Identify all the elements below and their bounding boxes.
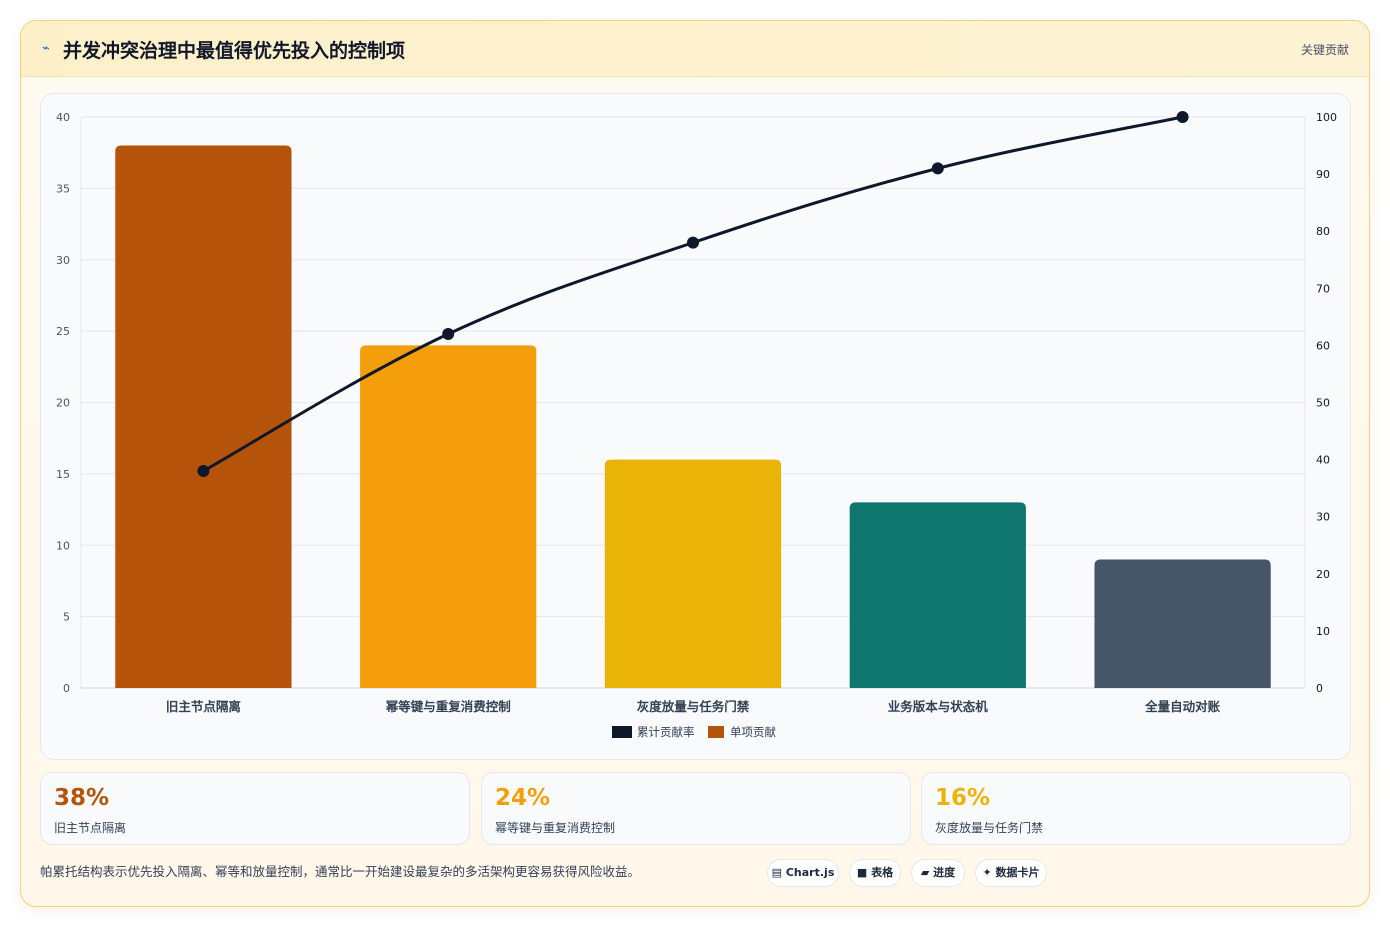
table-icon: ■ (856, 866, 868, 879)
stat-value: 38% (54, 785, 110, 811)
y-left-tick-label: 25 (56, 325, 70, 338)
y-left-tick-label: 30 (56, 254, 70, 267)
chip-data-card[interactable]: ✦ 数据卡片 (975, 859, 1047, 887)
y-right-tick-label: 20 (1316, 568, 1330, 581)
x-tick-label: 全量自动对账 (1144, 699, 1221, 714)
stat-value: 16% (935, 785, 991, 811)
legend-label: 累计贡献率 (637, 725, 695, 739)
chart-card: ⌁ 并发冲突治理中最值得优先投入的控制项 关键贡献 0 5 10 15 20 25 30 35… (20, 20, 1370, 907)
y-right-tick-label: 80 (1316, 225, 1330, 238)
bar (604, 459, 782, 688)
y-right-tick-label: 50 (1316, 397, 1330, 410)
bar (849, 502, 1026, 688)
y-left-tick-label: 15 (56, 468, 70, 481)
progress-icon: ▰ (920, 866, 930, 879)
x-tick-label: 灰度放量与任务门禁 (637, 699, 750, 714)
cumulative-point (1176, 111, 1189, 123)
pareto-chart: 0 5 10 15 20 25 30 35 40 0 10 20 30 40 50 60 70 80 90 100 旧主… (56, 111, 1337, 739)
chip-progress[interactable]: ▰ 进度 (911, 859, 965, 887)
chart-icon: ▤ (771, 866, 783, 879)
header-tag: 关键贡献 (1300, 43, 1349, 57)
stat-card: 24% 幂等键与重复消费控制 (481, 772, 911, 845)
y-right-tick-label: 30 (1316, 511, 1330, 524)
chart-panel: 0 5 10 15 20 25 30 35 40 0 10 20 30 40 50 60 70 80 90 100 旧主… (40, 93, 1351, 760)
chip-table[interactable]: ■ 表格 (849, 859, 901, 887)
y-left-tick-label: 35 (56, 182, 70, 195)
y-left-tick-label: 40 (56, 111, 70, 124)
x-tick-label: 幂等键与重复消费控制 (385, 699, 511, 714)
stat-value: 24% (495, 785, 551, 811)
x-tick-label: 旧主节点隔离 (166, 699, 241, 714)
bar (1094, 559, 1271, 688)
stat-label: 幂等键与重复消费控制 (495, 821, 616, 835)
footer-note: 帕累托结构表示优先投入隔离、幂等和放量控制，通常比一开始建设最复杂的多活架构更容… (40, 864, 641, 879)
y-left-tick-label: 5 (63, 611, 70, 624)
card-title: 并发冲突治理中最值得优先投入的控制项 (63, 40, 406, 62)
chip-label: 进度 (933, 866, 956, 879)
pulse-icon: ⌁ (42, 41, 50, 56)
stat-card: 16% 灰度放量与任务门禁 (921, 772, 1351, 845)
y-right-tick-label: 100 (1316, 111, 1337, 124)
x-tick-label: 业务版本与状态机 (888, 699, 989, 714)
y-left-tick-label: 0 (63, 682, 70, 695)
y-right-tick-label: 10 (1316, 625, 1330, 638)
stat-label: 灰度放量与任务门禁 (935, 821, 1044, 835)
legend-swatch (708, 726, 724, 738)
legend-label: 单项贡献 (730, 725, 776, 739)
cumulative-point (197, 465, 210, 478)
y-right-tick-label: 60 (1316, 339, 1330, 352)
cumulative-point (931, 162, 944, 175)
stat-cards: 38% 旧主节点隔离 24% 幂等键与重复消费控制 16% 灰度放量与任务门禁 (40, 772, 1351, 845)
bar (115, 145, 292, 689)
y-right-tick-label: 70 (1316, 282, 1330, 295)
card-header: ⌁ 并发冲突治理中最值得优先投入的控制项 关键贡献 (21, 21, 1369, 77)
cumulative-line (202, 115, 1183, 473)
sparkle-icon: ✦ (982, 866, 992, 879)
cumulative-point (687, 236, 699, 249)
stat-label: 旧主节点隔离 (54, 821, 127, 835)
y-left-tick-label: 10 (56, 539, 70, 552)
chip-chartjs[interactable]: ▤ Chart.js (767, 859, 839, 887)
chip-label: 表格 (871, 866, 894, 879)
y-left-tick-label: 20 (56, 397, 70, 410)
y-right-tick-label: 90 (1316, 168, 1330, 181)
bar (360, 345, 537, 688)
chip-label: 数据卡片 (995, 866, 1040, 879)
legend-swatch (612, 726, 632, 738)
chip-label: Chart.js (785, 866, 835, 879)
y-right-tick-label: 0 (1316, 682, 1323, 695)
stat-card: 38% 旧主节点隔离 (40, 772, 470, 845)
y-right-tick-label: 40 (1316, 454, 1330, 467)
cumulative-point (442, 327, 455, 340)
